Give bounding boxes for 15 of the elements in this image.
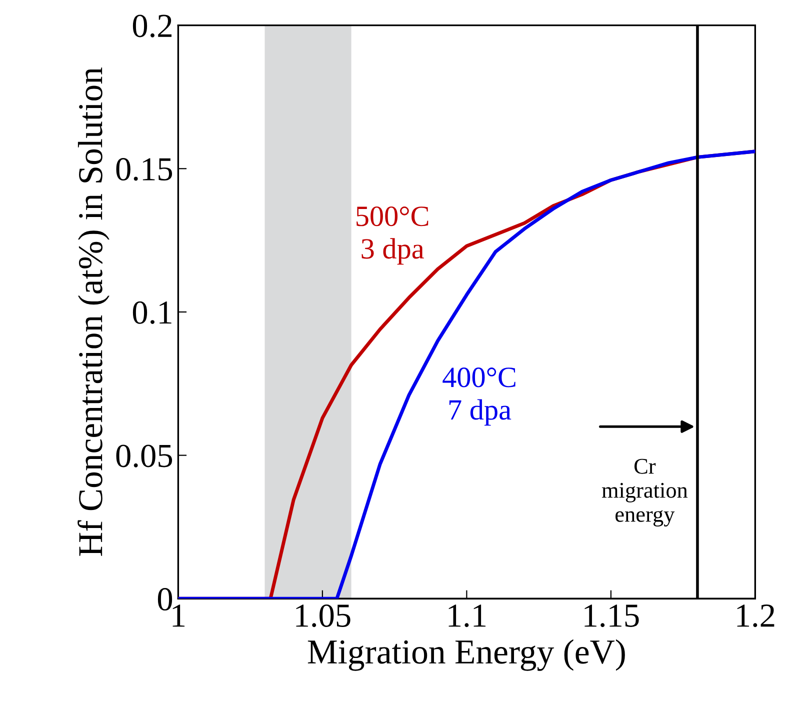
x-axis-title: Migration Energy (eV): [308, 639, 625, 671]
y-tick-label: 0.2: [132, 14, 172, 38]
series-label: 400°C 7 dpa: [442, 368, 516, 426]
x-tick-label: 1.2: [737, 604, 774, 628]
y-axis-title: Hf Concentration (at%) in Solution: [78, 68, 110, 556]
y-tick-label: 0: [158, 588, 172, 611]
x-tick-label: 1.15: [584, 604, 639, 628]
y-tick-label: 0.15: [116, 158, 172, 181]
x-tick-label: 1.1: [448, 604, 486, 628]
y-tick-label: 0.05: [116, 444, 172, 468]
ref-line-label: Cr migration energy: [602, 458, 688, 526]
x-tick-label: 1: [172, 604, 185, 627]
series-label: 500°C 3 dpa: [356, 206, 428, 265]
y-tick-label: 0.1: [132, 301, 172, 324]
x-tick-label: 1.05: [296, 604, 350, 628]
